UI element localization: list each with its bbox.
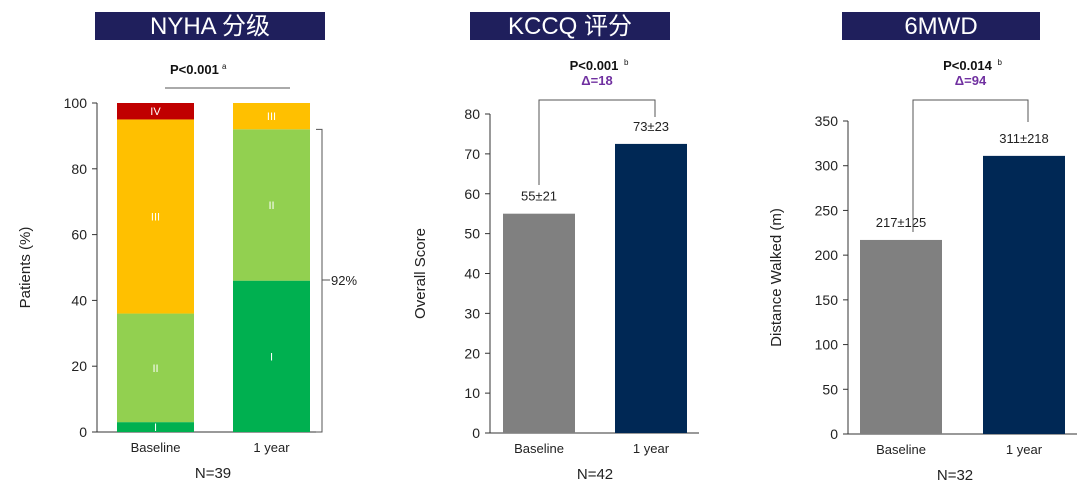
p-value: P<0.001 — [170, 62, 219, 77]
x-tick-label: Baseline — [514, 441, 564, 456]
delta-label: Δ=94 — [955, 73, 987, 88]
y-tick-label: 100 — [815, 337, 839, 353]
segment-label: III — [151, 212, 160, 224]
chart-title-bg — [95, 12, 325, 40]
data-label: 73±23 — [633, 119, 669, 134]
segment-label: II — [152, 363, 158, 375]
bar-baseline — [860, 239, 942, 434]
bar-segment-IV — [117, 103, 194, 120]
bracket-label: 92% — [331, 273, 357, 288]
bar-1-year — [615, 143, 687, 433]
y-tick-label: 40 — [464, 266, 480, 282]
bar-1-year — [983, 155, 1065, 434]
p-value: P<0.014 — [943, 58, 993, 73]
segment-label: IV — [150, 106, 161, 118]
segment-label: I — [270, 351, 273, 363]
x-tick-label: Baseline — [131, 440, 181, 455]
segment-label: I — [154, 422, 157, 434]
y-tick-label: 80 — [464, 106, 480, 122]
y-tick-label: 100 — [64, 95, 88, 111]
segment-label: III — [267, 111, 276, 123]
y-tick-label: 40 — [71, 292, 87, 308]
y-tick-label: 60 — [464, 186, 480, 202]
delta-label: Δ=18 — [581, 73, 612, 88]
segment-label: II — [268, 200, 274, 212]
y-tick-label: 0 — [79, 424, 87, 440]
n-label: N=32 — [937, 467, 973, 484]
bar-baseline — [503, 213, 575, 433]
y-tick-label: 0 — [472, 425, 480, 441]
data-label: 311±218 — [999, 131, 1049, 146]
y-tick-label: 150 — [815, 292, 839, 308]
bracket — [316, 128, 323, 433]
bar-segment-III — [233, 103, 310, 130]
chart-title: KCCQ 评分 — [508, 13, 632, 40]
y-tick-label: 20 — [464, 345, 480, 361]
bar-segment-I — [117, 422, 194, 432]
y-tick-label: 50 — [464, 226, 480, 242]
chart-title: NYHA 分级 — [150, 13, 270, 40]
data-label: 55±21 — [521, 189, 557, 204]
bar-segment-II — [117, 313, 194, 423]
p-value: P<0.001 — [570, 58, 619, 73]
y-tick-label: 200 — [815, 247, 839, 263]
p-value-sup: b — [998, 58, 1003, 67]
bar-segment-I — [233, 280, 310, 432]
y-tick-label: 70 — [464, 146, 480, 162]
x-tick-label: Baseline — [876, 442, 926, 457]
y-axis-label: Distance Walked (m) — [768, 208, 785, 347]
y-tick-label: 20 — [71, 358, 87, 374]
y-tick-label: 0 — [830, 426, 838, 442]
y-tick-label: 80 — [71, 161, 87, 177]
x-tick-label: 1 year — [1006, 442, 1043, 457]
n-label: N=42 — [577, 466, 613, 483]
y-tick-label: 250 — [815, 202, 839, 218]
x-tick-label: 1 year — [253, 440, 290, 455]
bar-segment-II — [233, 129, 310, 281]
n-label: N=39 — [195, 465, 231, 482]
bar-segment-III — [117, 119, 194, 314]
y-tick-label: 300 — [815, 158, 839, 174]
y-tick-label: 350 — [815, 113, 839, 129]
significance-bracket — [912, 99, 1029, 232]
chart-title-bg — [842, 12, 1040, 40]
data-label: 217±125 — [876, 215, 927, 230]
y-axis-label: Patients (%) — [17, 227, 34, 309]
y-tick-label: 10 — [464, 385, 480, 401]
significance-bracket — [538, 99, 656, 185]
p-value-sup: a — [222, 62, 227, 71]
y-tick-label: 50 — [822, 381, 838, 397]
chart-title-bg — [470, 12, 670, 40]
x-tick-label: 1 year — [633, 441, 670, 456]
y-tick-label: 30 — [464, 305, 480, 321]
y-tick-label: 60 — [71, 227, 87, 243]
p-value-sup: b — [624, 58, 629, 67]
chart-title: 6MWD — [904, 13, 977, 40]
y-axis-label: Overall Score — [412, 228, 429, 319]
